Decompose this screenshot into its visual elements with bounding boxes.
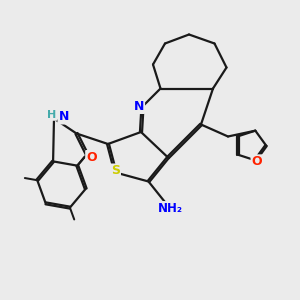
Text: H: H (47, 110, 56, 120)
Text: NH₂: NH₂ (158, 202, 183, 215)
Text: N: N (134, 100, 144, 113)
Text: N: N (58, 110, 69, 124)
Text: O: O (86, 151, 97, 164)
Text: O: O (251, 155, 262, 168)
Text: S: S (111, 164, 120, 178)
